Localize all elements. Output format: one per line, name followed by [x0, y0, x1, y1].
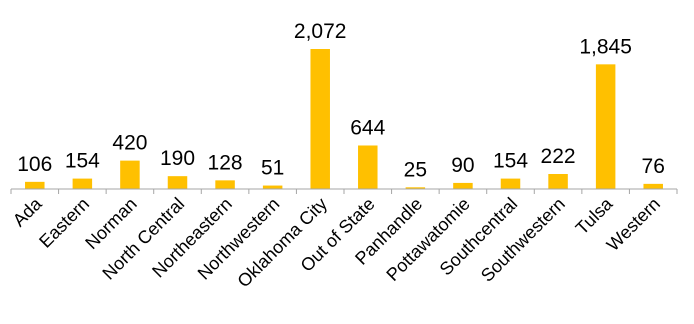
bars-group: [25, 49, 663, 189]
bar-northwestern: [262, 185, 283, 189]
data-label: 51: [261, 157, 284, 180]
bar-northeastern: [215, 180, 235, 189]
data-label: 222: [541, 145, 576, 168]
bar-southcentral: [500, 178, 521, 189]
data-label: 128: [208, 151, 243, 174]
data-label: 25: [404, 158, 427, 181]
data-label: 154: [493, 150, 528, 173]
bar-oklahoma-city: [310, 49, 330, 189]
data-label: 190: [160, 147, 195, 170]
data-label: 420: [112, 132, 147, 155]
data-label: 1,845: [579, 35, 632, 58]
category-label: Southwestern: [477, 194, 569, 286]
value-labels-group: 106 154 420 190 128 51 2,072 644 25 90 154 222 1,845…: [17, 20, 665, 181]
bar-ada: [25, 181, 45, 189]
data-label: 106: [17, 153, 52, 176]
bar-pottawatomie: [453, 182, 473, 189]
data-label: 76: [642, 155, 665, 178]
category-label: Pottawatomie: [382, 194, 473, 285]
bar-north-central: [167, 176, 188, 189]
data-label: 644: [350, 116, 385, 139]
bar-norman: [120, 160, 140, 189]
category-label: Western: [603, 194, 664, 255]
bar-eastern: [72, 178, 93, 189]
bar-tulsa: [595, 64, 616, 189]
bar-western: [643, 183, 663, 189]
data-label: 2,072: [294, 20, 347, 43]
bar-panhandle: [405, 187, 426, 189]
bar-out-of-state: [358, 145, 378, 189]
tick-marks-group: [10, 189, 678, 194]
data-label: 90: [451, 154, 474, 177]
data-label: 154: [65, 150, 100, 173]
category-label: Ada: [9, 193, 46, 230]
category-label: Tulsa: [572, 193, 617, 238]
bar-southwestern: [548, 174, 568, 189]
